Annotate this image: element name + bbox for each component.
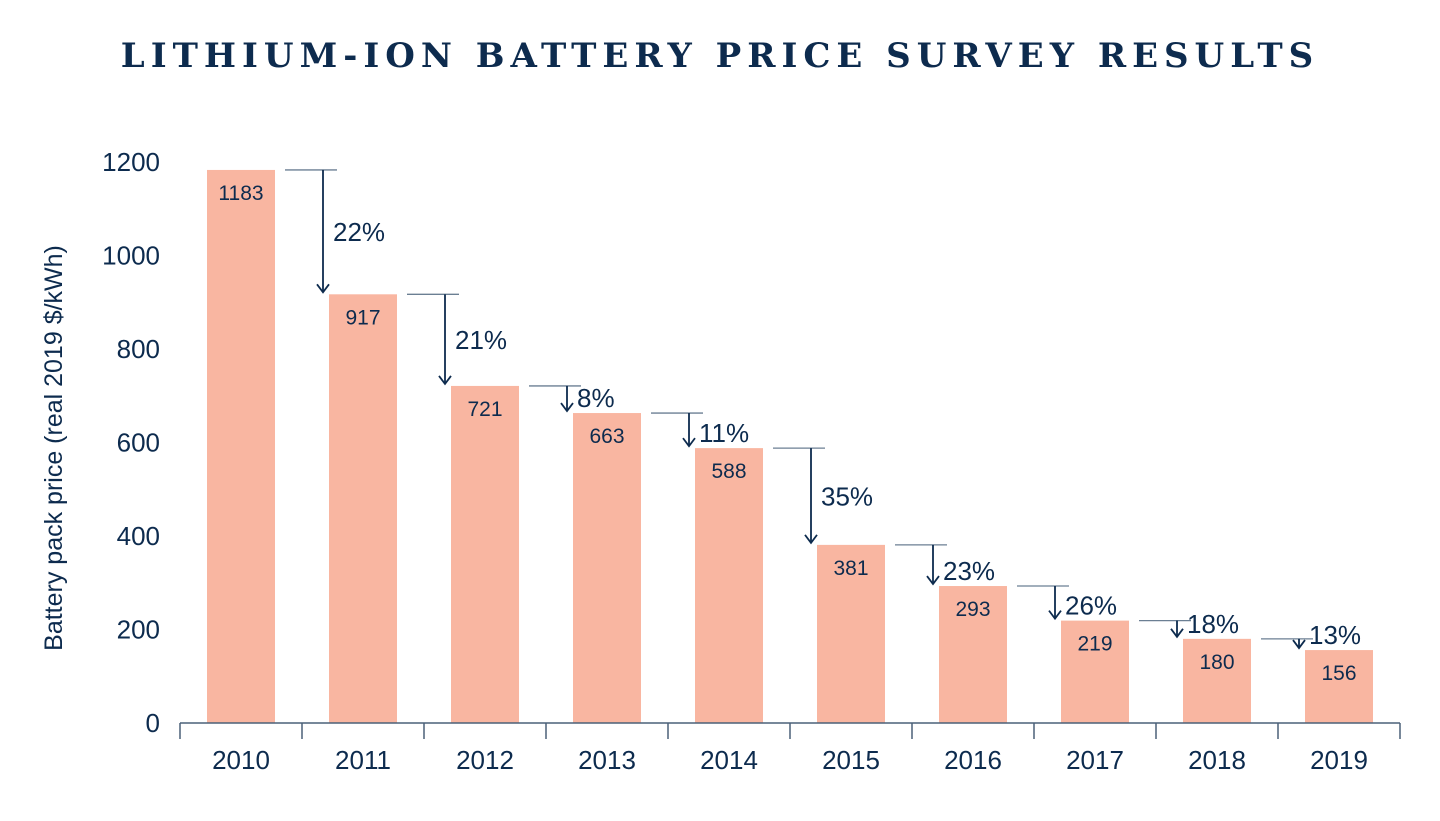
change-percent-label: 18% (1187, 609, 1239, 639)
y-tick-label: 400 (117, 521, 160, 551)
bar (1305, 650, 1373, 723)
change-percent-label: 22% (333, 217, 385, 247)
y-axis: 0 200 400 600 800 1000 1200 (102, 147, 160, 738)
arrow-down-icon (804, 534, 818, 545)
bar-value-label: 381 (833, 557, 868, 580)
bar-value-label: 917 (345, 306, 380, 329)
y-tick-label: 1200 (102, 147, 160, 177)
bar-value-label: 721 (467, 398, 502, 421)
bar-value-label: 219 (1077, 633, 1112, 656)
y-tick-label: 800 (117, 334, 160, 364)
arrow-down-icon (560, 402, 574, 413)
bar (817, 544, 885, 723)
bars-group: 1183 917 721 663 588 381 293 219 180 156 (207, 169, 1373, 723)
change-percent-label: 11% (699, 418, 749, 448)
y-tick-label: 0 (146, 708, 160, 738)
x-tick-label: 2017 (1066, 745, 1124, 775)
x-tick-label: 2012 (456, 745, 514, 775)
x-tick-label: 2016 (944, 745, 1002, 775)
y-axis-title: Battery pack price (real 2019 $/kWh) (40, 245, 68, 651)
change-percent-label: 13% (1309, 620, 1361, 650)
bar (329, 294, 397, 723)
chart-title: LITHIUM-ION BATTERY PRICE SURVEY RESULTS (120, 36, 1320, 76)
bar (695, 448, 763, 723)
bar-value-label: 1183 (218, 182, 263, 205)
change-arrows-group: 22% 21% 8% 11% 35% 23% 26% 18% 13% (285, 169, 1361, 650)
y-tick-label: 600 (117, 428, 160, 458)
bar (1061, 620, 1129, 723)
change-percent-label: 26% (1065, 591, 1117, 621)
y-tick-label: 200 (117, 615, 160, 645)
x-tick-label: 2014 (700, 745, 758, 775)
bar-value-label: 588 (711, 460, 746, 483)
arrow-down-icon (1292, 639, 1306, 650)
x-tick-label: 2011 (335, 745, 391, 775)
bar-value-label: 663 (589, 425, 624, 448)
arrow-down-icon (1170, 628, 1184, 639)
x-axis: 2010 2011 2012 2013 2014 2015 2016 2017 2018 2019 (179, 722, 1401, 775)
change-percent-label: 35% (821, 481, 873, 511)
arrow-down-icon (682, 437, 696, 448)
bar-value-label: 156 (1321, 662, 1356, 685)
x-tick-label: 2015 (822, 745, 880, 775)
bar (1183, 638, 1251, 723)
bar (939, 586, 1007, 723)
change-percent-label: 23% (943, 556, 995, 586)
y-tick-label: 1000 (102, 241, 160, 271)
arrow-down-icon (926, 575, 940, 586)
arrow-down-icon (1048, 610, 1062, 621)
change-percent-label: 8% (577, 383, 615, 413)
x-tick-label: 2019 (1310, 745, 1368, 775)
change-percent-label: 21% (455, 325, 507, 355)
bar (573, 413, 641, 723)
bar (207, 169, 275, 723)
bar-value-label: 293 (955, 598, 990, 621)
bar (451, 385, 519, 723)
x-tick-label: 2013 (578, 745, 636, 775)
x-tick-label: 2010 (212, 745, 270, 775)
x-tick-label: 2018 (1188, 745, 1246, 775)
bar-value-label: 180 (1199, 651, 1234, 674)
arrow-down-icon (438, 375, 452, 386)
arrow-down-icon (316, 283, 330, 294)
